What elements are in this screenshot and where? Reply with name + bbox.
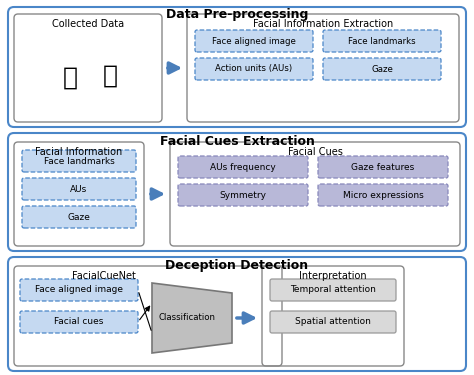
Text: Deception Detection: Deception Detection	[165, 259, 309, 272]
Text: AUs frequency: AUs frequency	[210, 162, 276, 171]
Text: Collected Data: Collected Data	[52, 19, 124, 29]
FancyBboxPatch shape	[270, 311, 396, 333]
Text: Facial Cues: Facial Cues	[288, 147, 342, 157]
FancyBboxPatch shape	[20, 311, 138, 333]
FancyBboxPatch shape	[195, 58, 313, 80]
Text: Facial Cues Extraction: Facial Cues Extraction	[160, 135, 314, 148]
Text: Facial Information Extraction: Facial Information Extraction	[253, 19, 393, 29]
Text: Action units (AUs): Action units (AUs)	[216, 64, 292, 74]
FancyBboxPatch shape	[195, 30, 313, 52]
FancyBboxPatch shape	[22, 178, 136, 200]
FancyBboxPatch shape	[323, 30, 441, 52]
Polygon shape	[152, 283, 232, 353]
Text: Face landmarks: Face landmarks	[348, 36, 416, 45]
Text: Symmetry: Symmetry	[219, 190, 266, 200]
FancyBboxPatch shape	[318, 184, 448, 206]
Text: Gaze features: Gaze features	[351, 162, 415, 171]
FancyBboxPatch shape	[318, 156, 448, 178]
FancyBboxPatch shape	[22, 150, 136, 172]
Text: Face aligned image: Face aligned image	[212, 36, 296, 45]
FancyBboxPatch shape	[22, 206, 136, 228]
Text: Facial Information: Facial Information	[36, 147, 123, 157]
Text: Data Pre-processing: Data Pre-processing	[166, 8, 308, 21]
Text: Gaze: Gaze	[68, 213, 91, 222]
FancyBboxPatch shape	[20, 279, 138, 301]
Text: Micro expressions: Micro expressions	[343, 190, 423, 200]
Text: Face landmarks: Face landmarks	[44, 156, 114, 165]
FancyBboxPatch shape	[178, 156, 308, 178]
Text: Temporal attention: Temporal attention	[290, 285, 376, 294]
Text: 🎥: 🎥	[63, 66, 78, 90]
Text: AUs: AUs	[70, 184, 88, 194]
Text: FacialCueNet: FacialCueNet	[72, 271, 136, 281]
Text: Classification: Classification	[158, 314, 216, 322]
Text: Face aligned image: Face aligned image	[35, 285, 123, 294]
FancyBboxPatch shape	[178, 184, 308, 206]
FancyBboxPatch shape	[270, 279, 396, 301]
Text: Spatial attention: Spatial attention	[295, 318, 371, 327]
Text: Gaze: Gaze	[371, 64, 393, 74]
Text: Facial cues: Facial cues	[55, 318, 104, 327]
Text: Interpretation: Interpretation	[299, 271, 367, 281]
Text: 👤: 👤	[102, 64, 118, 88]
FancyBboxPatch shape	[323, 58, 441, 80]
